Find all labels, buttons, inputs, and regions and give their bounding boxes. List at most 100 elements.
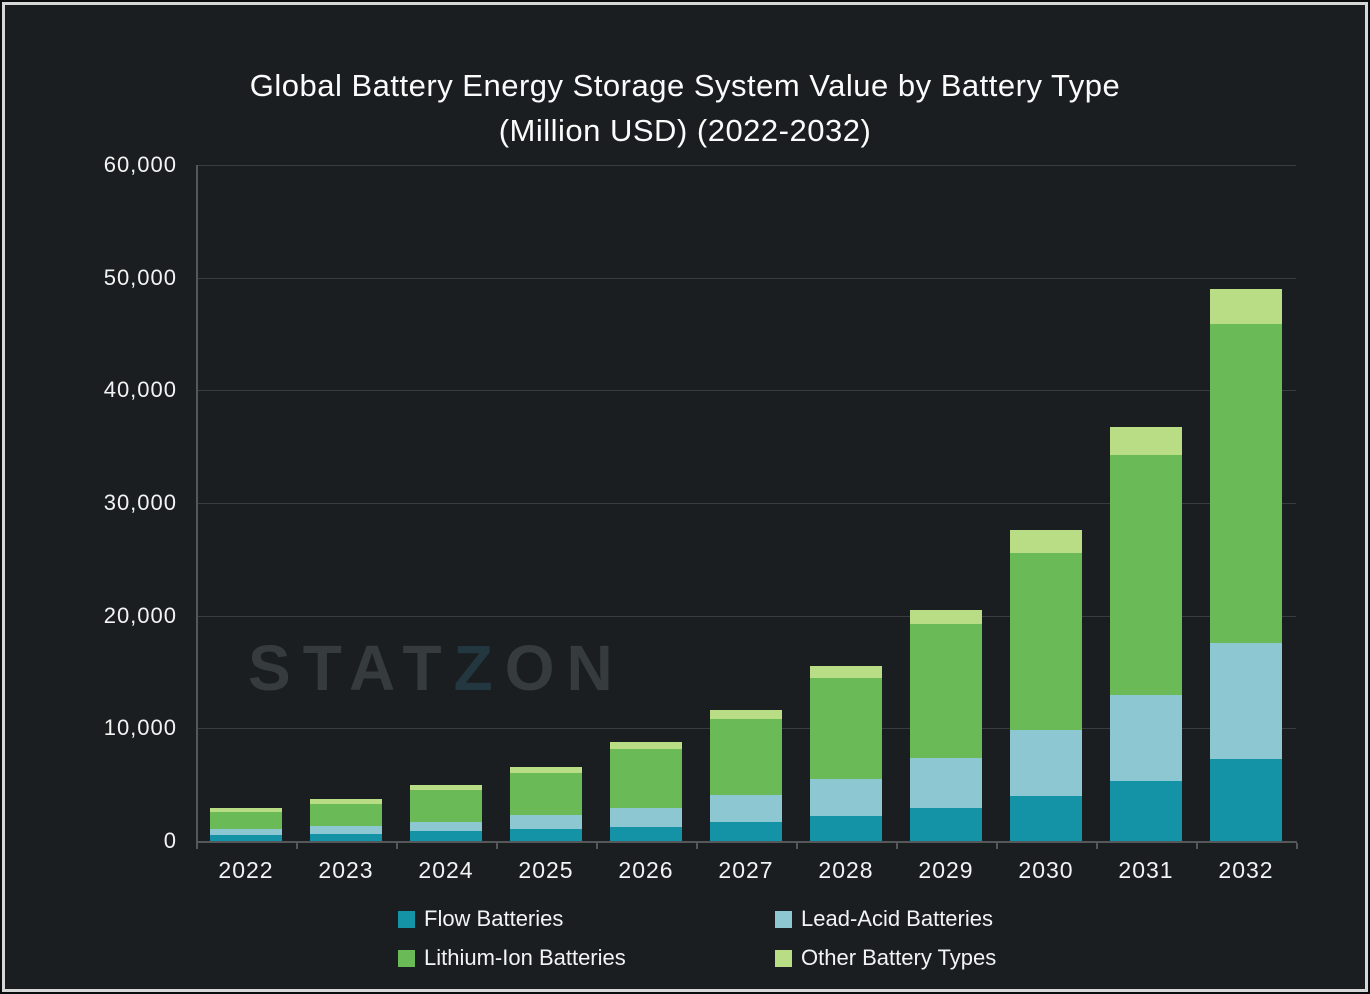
bar-segment-2027-lithium-ion-batteries xyxy=(710,719,782,796)
bar-segment-2025-flow-batteries xyxy=(510,829,582,841)
bar-segment-2028-other-battery-types xyxy=(810,665,882,679)
x-tick-label-2024: 2024 xyxy=(418,857,474,883)
bar-2022 xyxy=(210,808,282,841)
bar-segment-2029-lead-acid-batteries xyxy=(910,758,982,808)
bar-segment-2023-flow-batteries xyxy=(310,833,382,841)
x-axis-tick xyxy=(296,843,298,849)
x-tick-label-2025: 2025 xyxy=(518,857,574,883)
bar-segment-2032-lithium-ion-batteries xyxy=(1210,323,1282,643)
bar-segment-2026-lithium-ion-batteries xyxy=(610,748,682,808)
legend-label: Flow Batteries xyxy=(424,906,564,931)
bar-2026 xyxy=(610,742,682,841)
legend-swatch-icon xyxy=(398,910,415,928)
bar-segment-2024-other-battery-types xyxy=(410,784,482,791)
legend: Flow Batteries Lead-Acid Batteries Lithium… xyxy=(398,906,996,971)
x-tick-label-2031: 2031 xyxy=(1118,857,1174,883)
x-axis-tick xyxy=(996,843,998,849)
bar-segment-2030-flow-batteries xyxy=(1010,795,1082,841)
bar-segment-2024-lithium-ion-batteries xyxy=(410,790,482,822)
bar-segment-2025-lead-acid-batteries xyxy=(510,815,582,830)
bar-segment-2026-lead-acid-batteries xyxy=(610,807,682,827)
bar-2029 xyxy=(910,610,982,841)
legend-item-lead-acid-batteries: Lead-Acid Batteries xyxy=(775,906,996,932)
bar-segment-2030-lead-acid-batteries xyxy=(1010,730,1082,796)
bar-2023 xyxy=(310,798,382,841)
y-tick-label-40000: 40,000 xyxy=(103,377,177,403)
bar-segment-2027-lead-acid-batteries xyxy=(710,795,782,822)
y-tick-label-30000: 30,000 xyxy=(103,490,177,515)
bar-segment-2032-lead-acid-batteries xyxy=(1210,642,1282,759)
bar-segment-2026-other-battery-types xyxy=(610,742,682,749)
gridline-30000 xyxy=(196,503,1296,504)
legend-swatch-icon xyxy=(398,949,415,967)
x-tick-label-2022: 2022 xyxy=(218,857,274,883)
bar-segment-2022-lithium-ion-batteries xyxy=(210,812,282,829)
gridline-40000 xyxy=(196,390,1296,392)
bar-segment-2022-other-battery-types xyxy=(210,808,282,813)
legend-item-other-battery-types: Other Battery Types xyxy=(775,945,996,971)
x-axis-tick xyxy=(1096,843,1098,849)
y-tick-label-20000: 20,000 xyxy=(103,602,177,628)
bar-segment-2025-lithium-ion-batteries xyxy=(510,773,582,815)
gridline-20000 xyxy=(196,615,1296,617)
x-axis-tick xyxy=(796,843,798,849)
bar-segment-2024-flow-batteries xyxy=(410,830,482,841)
x-axis-tick xyxy=(696,843,698,849)
legend-swatch-icon xyxy=(775,949,792,967)
watermark-text-right: ON xyxy=(504,632,625,704)
x-tick-label-2032: 2032 xyxy=(1218,857,1274,883)
x-axis-tick xyxy=(196,843,198,849)
bar-segment-2024-lead-acid-batteries xyxy=(410,821,482,831)
chart-title-line2: (Million USD) (2022-2032) xyxy=(498,113,872,148)
x-axis-tick xyxy=(1196,843,1198,849)
bar-segment-2029-lithium-ion-batteries xyxy=(910,623,982,759)
gridline-60000 xyxy=(196,165,1296,166)
bar-2025 xyxy=(510,767,582,841)
bar-segment-2031-other-battery-types xyxy=(1110,426,1182,456)
bar-segment-2026-flow-batteries xyxy=(610,826,682,841)
x-tick-label-2027: 2027 xyxy=(718,857,774,883)
y-tick-label-0: 0 xyxy=(163,828,177,853)
bar-segment-2031-lead-acid-batteries xyxy=(1110,695,1182,781)
x-axis-tick xyxy=(596,843,598,849)
watermark-text-left: STAT xyxy=(248,632,454,704)
x-tick-label-2030: 2030 xyxy=(1018,857,1074,883)
bar-segment-2031-flow-batteries xyxy=(1110,780,1182,841)
y-tick-label-60000: 60,000 xyxy=(103,152,177,177)
x-axis-line xyxy=(196,841,1297,843)
y-axis-line xyxy=(196,165,198,841)
chart-title-line1: Global Battery Energy Storage System Val… xyxy=(249,68,1121,103)
legend-label: Lead-Acid Batteries xyxy=(801,906,993,931)
x-axis-tick xyxy=(396,843,398,849)
bar-segment-2023-lead-acid-batteries xyxy=(310,825,382,834)
y-tick-label-10000: 10,000 xyxy=(103,715,177,741)
legend-item-lithium-ion-batteries: Lithium-Ion Batteries xyxy=(398,945,775,971)
bar-segment-2032-flow-batteries xyxy=(1210,758,1282,841)
legend-swatch-icon xyxy=(775,910,792,928)
bar-2028 xyxy=(810,665,882,841)
x-tick-label-2029: 2029 xyxy=(918,857,974,883)
bar-segment-2030-lithium-ion-batteries xyxy=(1010,552,1082,731)
bar-segment-2031-lithium-ion-batteries xyxy=(1110,455,1182,696)
bar-segment-2023-other-battery-types xyxy=(310,798,382,804)
legend-item-flow-batteries: Flow Batteries xyxy=(398,906,775,932)
x-axis-tick xyxy=(1296,843,1298,849)
bar-segment-2028-lead-acid-batteries xyxy=(810,779,882,816)
x-tick-label-2026: 2026 xyxy=(618,857,674,883)
bar-segment-2028-lithium-ion-batteries xyxy=(810,678,882,780)
chart-title: Global Battery Energy Storage System Val… xyxy=(5,63,1365,153)
watermark-text-z: Z xyxy=(453,632,505,704)
y-tick-label-50000: 50,000 xyxy=(103,264,177,290)
bar-2032 xyxy=(1210,288,1282,841)
bar-segment-2023-lithium-ion-batteries xyxy=(310,803,382,826)
bar-segment-2025-other-battery-types xyxy=(510,767,582,774)
x-axis-tick xyxy=(896,843,898,849)
gridline-50000 xyxy=(196,277,1296,279)
bar-segment-2032-other-battery-types xyxy=(1210,288,1282,324)
bar-2030 xyxy=(1010,530,1082,841)
statzon-watermark-logo: STATZON xyxy=(248,631,625,705)
bar-segment-2029-flow-batteries xyxy=(910,807,982,841)
legend-label: Lithium-Ion Batteries xyxy=(424,945,626,970)
bar-segment-2022-lead-acid-batteries xyxy=(210,828,282,835)
x-axis-tick xyxy=(496,843,498,849)
